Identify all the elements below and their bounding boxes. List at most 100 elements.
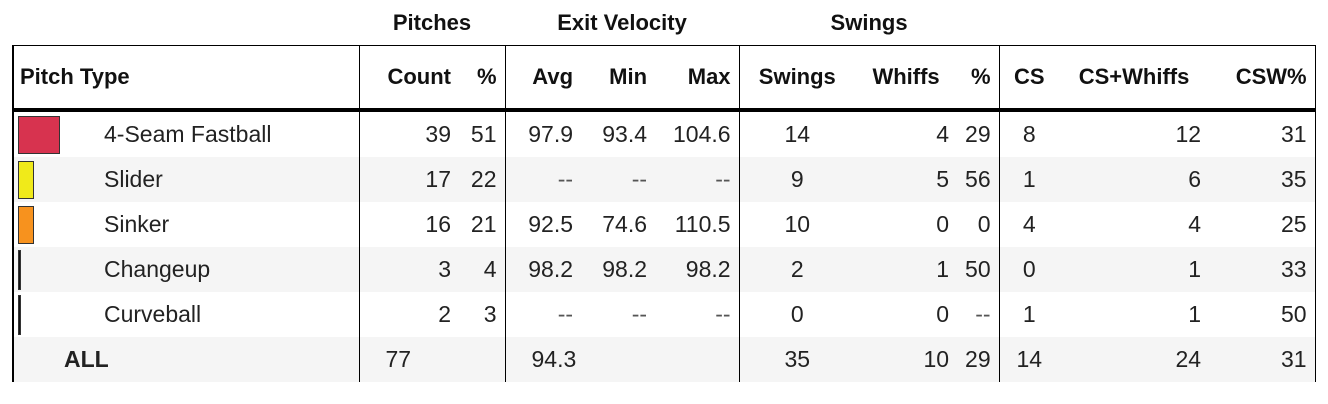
group-blank	[13, 0, 359, 46]
whiff-pct-cell: 29	[957, 110, 1000, 157]
cs-whiffs-cell: 12	[1175, 121, 1202, 147]
whiffs-cell: 0	[936, 211, 950, 237]
totals-pct	[459, 337, 506, 382]
totals-count: 77	[359, 337, 459, 382]
totals-ev-max	[655, 337, 740, 382]
name-cell: Sinker	[12, 202, 360, 247]
ev-max-cell: --	[655, 292, 740, 337]
totals-cs: 14	[999, 337, 1060, 382]
whiffs-cell: 1	[855, 247, 958, 292]
ev-min-cell: 74.6	[602, 211, 648, 237]
pitch-type-table: Pitches Exit Velocity Swings Pitch Type …	[12, 0, 1316, 382]
cs-whiffs-cell: 1	[1059, 247, 1210, 292]
totals-ev-avg: 94.3	[505, 337, 582, 382]
swings-cell: 14	[784, 121, 811, 147]
cs-whiffs-cell: 6	[1059, 157, 1210, 202]
csw-pct-cell: 25	[1209, 202, 1316, 247]
pitch-color-swatch	[18, 205, 34, 244]
pitch-type-name: Sinker	[104, 211, 170, 237]
ev-min-cell: 98.2	[581, 247, 656, 292]
header-row: Pitch Type Count % Avg Min Max Swings Wh…	[12, 45, 1316, 112]
header-csw-pct[interactable]: CSW%	[1209, 45, 1316, 112]
pct-cell: 3	[459, 292, 506, 337]
pct-cell: 21	[459, 202, 506, 247]
cs-cell: 1	[1022, 301, 1036, 327]
ev-avg-cell: --	[505, 157, 582, 202]
pct-cell: 51	[459, 110, 506, 157]
group-pitches: Pitches	[392, 9, 472, 35]
whiffs-cell: 5	[855, 157, 958, 202]
pitch-type-name: Curveball	[104, 301, 202, 327]
ev-min-cell: 93.4	[602, 121, 648, 147]
header-swings[interactable]: Swings	[739, 45, 856, 112]
pitch-type-name: Slider	[104, 166, 163, 192]
pitch-table-container: Pitches Exit Velocity Swings Pitch Type …	[12, 0, 1328, 382]
count-cell: 16	[425, 211, 451, 237]
name-cell: Curveball	[12, 292, 360, 337]
table-body: 4-Seam Fastball 39 51 97.9 93.4 104.6 14 4 29 8 12…	[12, 110, 1316, 382]
ev-max-cell: --	[655, 157, 740, 202]
csw-pct-cell: 31	[1209, 110, 1316, 157]
header-cs[interactable]: CS	[999, 45, 1060, 112]
ev-max-cell: 98.2	[655, 247, 740, 292]
swings-cell: 0	[790, 301, 804, 327]
header-pitch-type[interactable]: Pitch Type	[12, 45, 360, 112]
count-cell: 17	[359, 157, 459, 202]
totals-csw-pct: 31	[1209, 337, 1316, 382]
group-swings: Swings	[830, 9, 908, 35]
header-count[interactable]: Count	[359, 45, 459, 112]
pitch-color-swatch	[18, 115, 60, 154]
table-row[interactable]: Slider 17 22 -- -- -- 9 5 56 1 6 35	[12, 157, 1316, 202]
header-pitch-pct[interactable]: %	[459, 45, 506, 112]
cs-whiffs-cell: 4	[1188, 211, 1202, 237]
csw-pct-cell: 50	[1209, 292, 1316, 337]
count-cell: 39	[425, 121, 451, 147]
swings-cell: 2	[739, 247, 856, 292]
header-cs-whiffs[interactable]: CS+Whiffs	[1059, 45, 1210, 112]
group-exit-velocity: Exit Velocity	[557, 9, 687, 35]
ev-avg-cell: 98.2	[505, 247, 582, 292]
count-cell: 3	[359, 247, 459, 292]
totals-whiff-pct: 29	[957, 337, 1000, 382]
header-ev-min[interactable]: Min	[581, 45, 656, 112]
pitch-color-swatch	[18, 294, 21, 335]
csw-pct-cell: 35	[1209, 157, 1316, 202]
pitch-type-name: 4-Seam Fastball	[104, 121, 272, 147]
group-blank-right	[999, 0, 1315, 46]
totals-label: ALL	[12, 337, 360, 382]
totals-whiffs: 10	[855, 337, 958, 382]
totals-swings: 35	[739, 337, 856, 382]
pitch-type-name: Changeup	[104, 256, 211, 282]
header-whiffs[interactable]: Whiffs	[855, 45, 958, 112]
ev-avg-cell: --	[557, 301, 574, 327]
cs-cell: 8	[1022, 121, 1036, 147]
whiffs-cell: 4	[936, 121, 950, 147]
name-cell: 4-Seam Fastball	[12, 110, 360, 157]
totals-cs-whiffs: 24	[1059, 337, 1210, 382]
whiff-pct-cell: 0	[957, 202, 1000, 247]
whiff-pct-cell: --	[957, 292, 1000, 337]
ev-min-cell: --	[631, 301, 648, 327]
table-row[interactable]: Curveball 2 3 -- -- -- 0 0 -- 1 1 50	[12, 292, 1316, 337]
totals-ev-min	[581, 337, 656, 382]
csw-pct-cell: 33	[1209, 247, 1316, 292]
header-whiff-pct[interactable]: %	[957, 45, 1000, 112]
whiff-pct-cell: 56	[957, 157, 1000, 202]
whiff-pct-cell: 50	[957, 247, 1000, 292]
pct-cell: 22	[459, 157, 506, 202]
header-ev-max[interactable]: Max	[655, 45, 740, 112]
header-ev-avg[interactable]: Avg	[505, 45, 582, 112]
table-row[interactable]: Sinker 16 21 92.5 74.6 110.5 10 0 0 4 4 25	[12, 202, 1316, 247]
pitch-color-swatch	[18, 160, 34, 199]
table-row[interactable]: 4-Seam Fastball 39 51 97.9 93.4 104.6 14 4 29 8 12…	[12, 110, 1316, 157]
swings-cell: 10	[784, 211, 811, 237]
name-cell: Slider	[12, 157, 360, 202]
cs-cell: 1	[999, 157, 1060, 202]
count-cell: 2	[438, 301, 451, 327]
table-row[interactable]: Changeup 3 4 98.2 98.2 98.2 2 1 50 0 1 33	[12, 247, 1316, 292]
swings-cell: 9	[739, 157, 856, 202]
cs-cell: 4	[1022, 211, 1036, 237]
column-group-row: Pitches Exit Velocity Swings	[13, 0, 1315, 46]
cs-cell: 0	[999, 247, 1060, 292]
pct-cell: 4	[459, 247, 506, 292]
